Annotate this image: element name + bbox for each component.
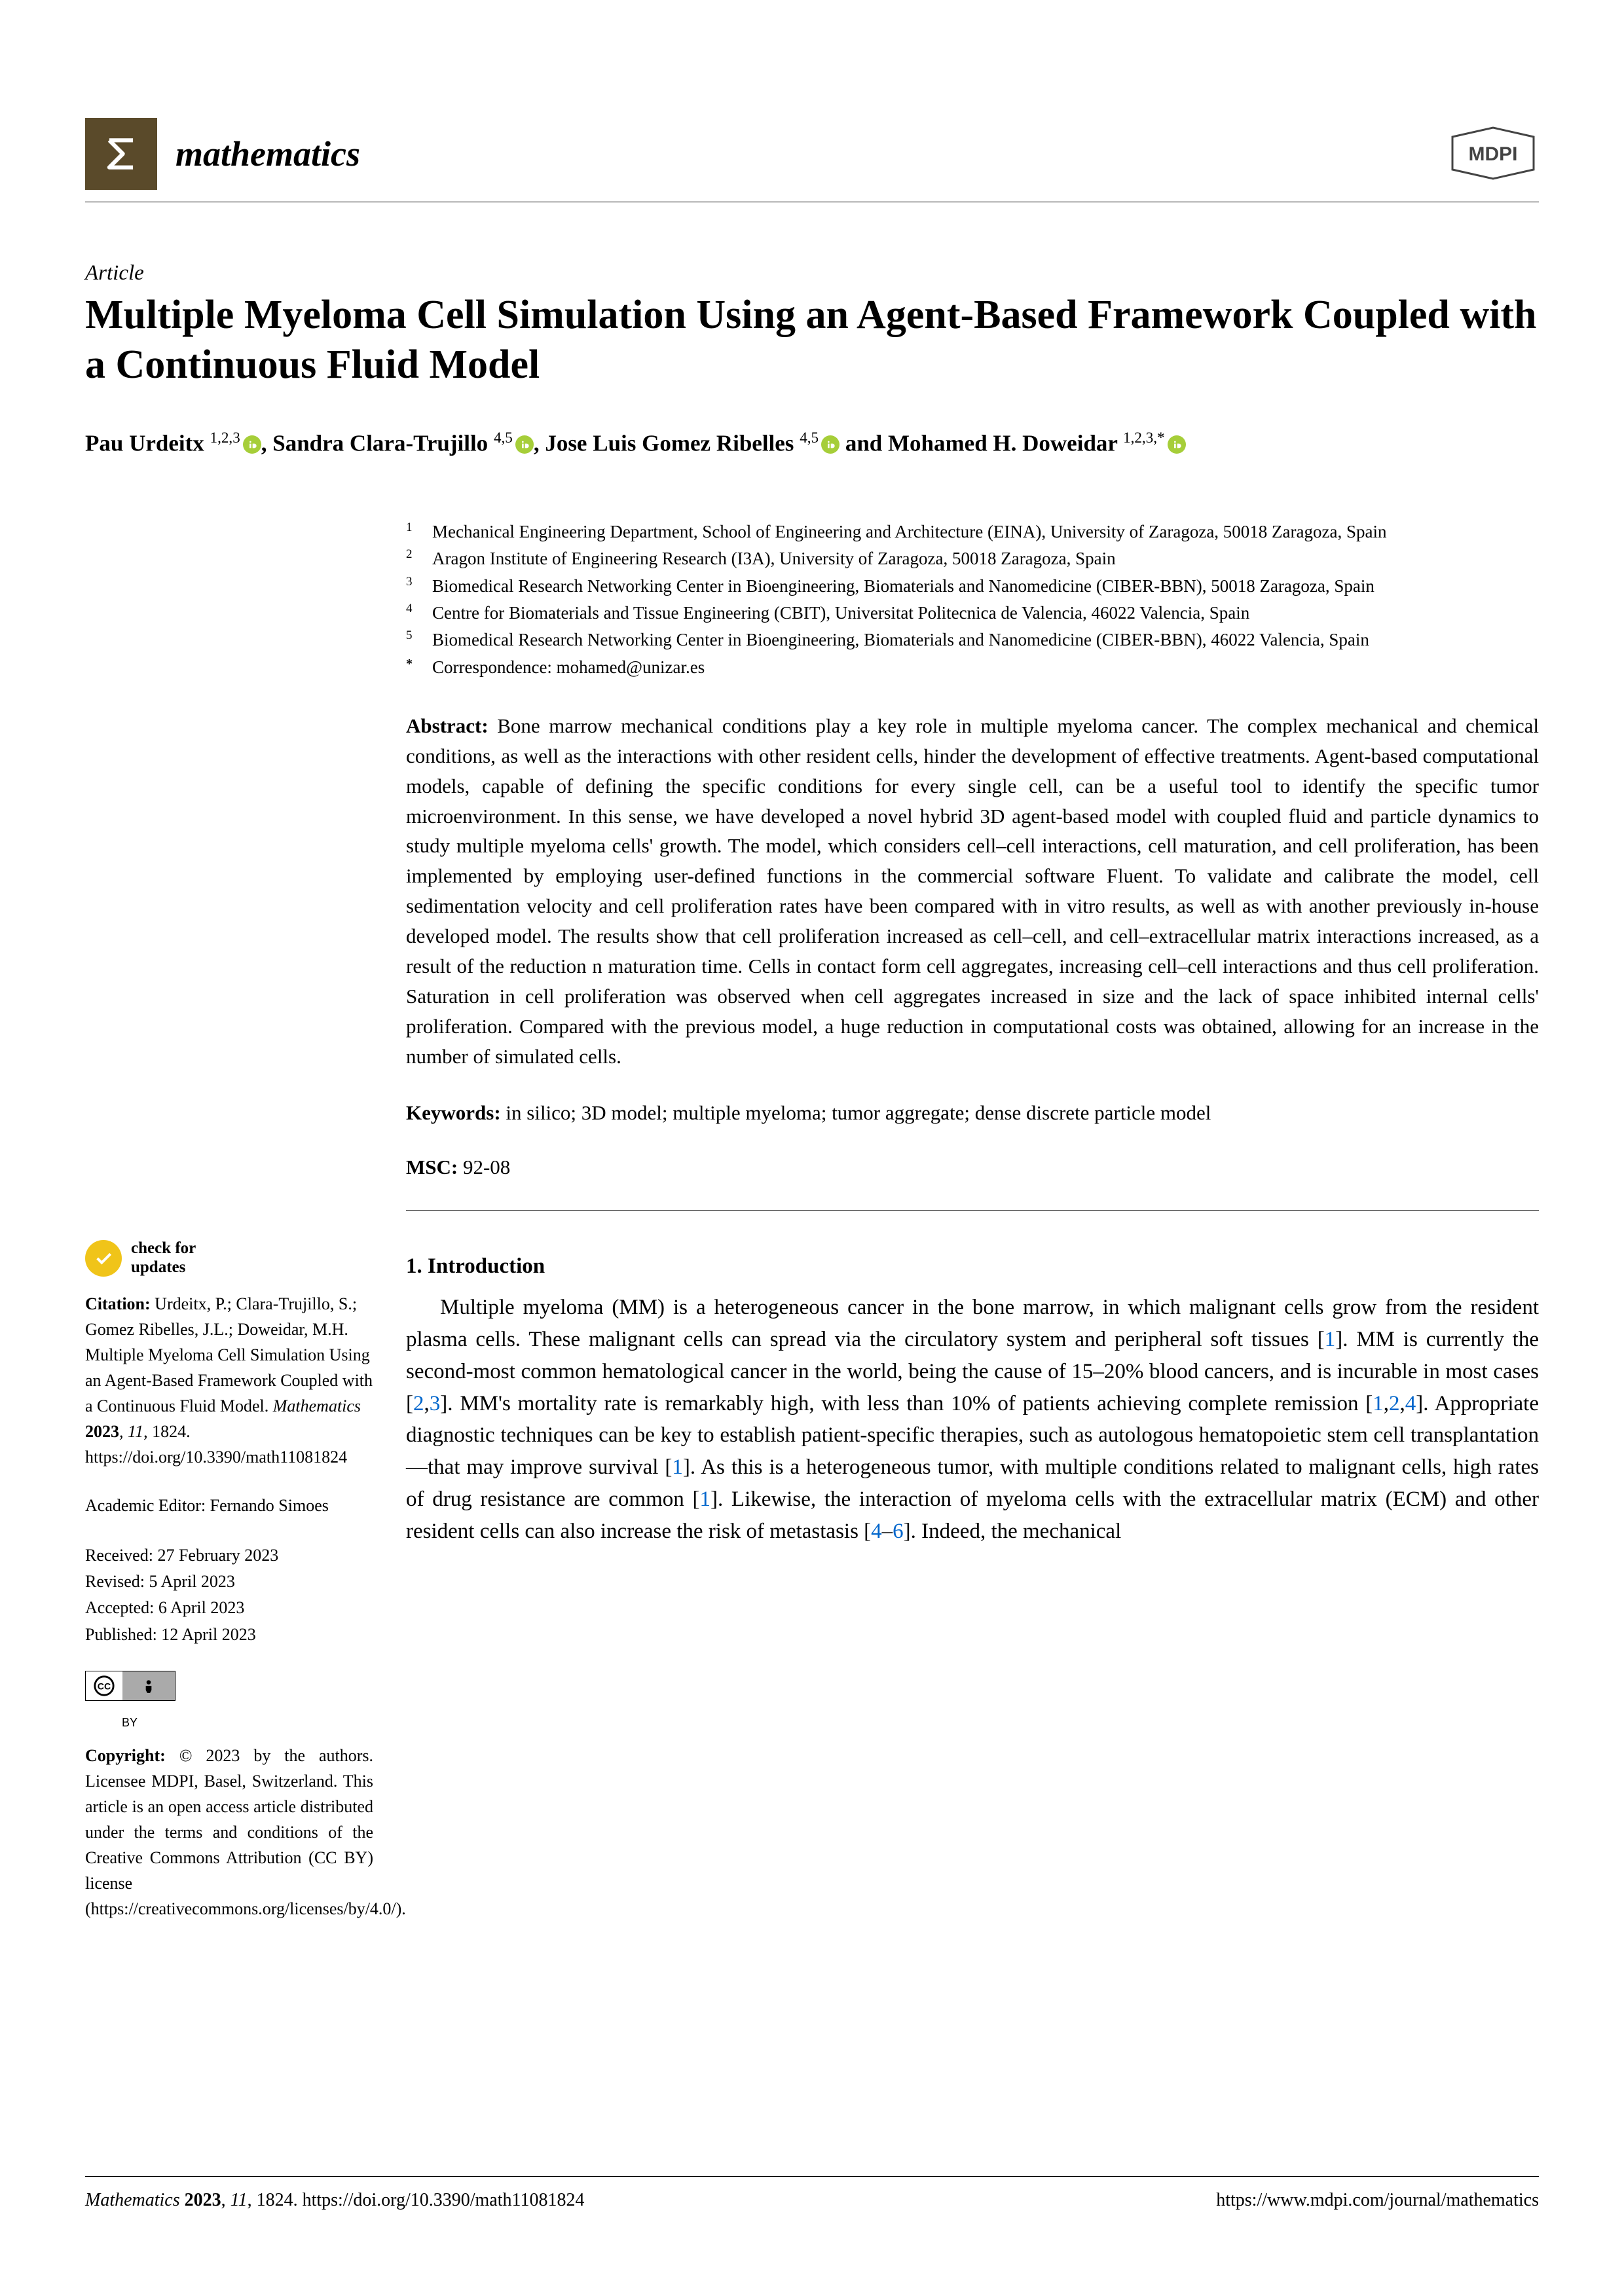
ref-link[interactable]: 1: [672, 1455, 683, 1479]
svg-text:CC: CC: [98, 1682, 111, 1692]
comma: ,: [1400, 1392, 1405, 1415]
check-icon: [85, 1240, 122, 1277]
by-icon: [122, 1671, 175, 1700]
aff-num-2: 2: [406, 547, 413, 561]
ref-link[interactable]: 6: [893, 1520, 904, 1543]
ref-link[interactable]: 2: [413, 1392, 424, 1415]
ref-link[interactable]: 1: [699, 1487, 710, 1511]
footer-journal: Mathematics: [85, 2190, 185, 2210]
aff-text-5: Biomedical Research Networking Center in…: [432, 627, 1539, 652]
aff-num-corr: *: [406, 657, 413, 671]
aff-num-5: 5: [406, 629, 413, 642]
keywords: Keywords: in silico; 3D model; multiple …: [406, 1099, 1539, 1128]
citation-label: Citation:: [85, 1294, 155, 1313]
author-3: Jose Luis Gomez Ribelles: [545, 431, 800, 456]
section-1-title: 1. Introduction: [406, 1251, 1539, 1283]
orcid-icon[interactable]: [515, 435, 534, 454]
journal-name: mathematics: [175, 134, 360, 174]
date-revised: Revised: 5 April 2023: [85, 1569, 373, 1595]
date-received: Received: 27 February 2023: [85, 1542, 373, 1569]
abstract: Abstract: Bone marrow mechanical conditi…: [406, 711, 1539, 1072]
author-1: Pau Urdeitx: [85, 431, 210, 456]
check-line2: updates: [131, 1258, 185, 1276]
date-accepted: Accepted: 6 April 2023: [85, 1595, 373, 1621]
abstract-text: Bone marrow mechanical conditions play a…: [406, 714, 1539, 1068]
aff-text-3: Biomedical Research Networking Center in…: [432, 574, 1539, 598]
abstract-label: Abstract:: [406, 714, 497, 737]
journal-brand: mathematics: [85, 118, 360, 190]
msc-text: 92-08: [463, 1156, 510, 1178]
copyright-label: Copyright:: [85, 1746, 179, 1765]
ref-link[interactable]: 1: [1325, 1328, 1336, 1351]
editor-name: Fernando Simoes: [210, 1496, 329, 1515]
aff-num-3: 3: [406, 575, 413, 589]
mdpi-logo-icon: MDPI: [1447, 124, 1539, 185]
ref-link[interactable]: 4: [871, 1520, 882, 1543]
citation-journal: Mathematics: [273, 1396, 361, 1415]
orcid-icon[interactable]: [821, 435, 840, 454]
article-title: Multiple Myeloma Cell Simulation Using a…: [85, 291, 1539, 390]
footer-left: Mathematics 2023, 11, 1824. https://doi.…: [85, 2190, 584, 2211]
sidebar: check for updates Citation: Urdeitx, P.;…: [85, 519, 406, 1922]
keywords-text: in silico; 3D model; multiple myeloma; t…: [506, 1101, 1211, 1124]
citation-year: 2023: [85, 1422, 119, 1441]
cc-icon: CC: [86, 1671, 122, 1700]
aff-text-corr: Correspondence: mohamed@unizar.es: [432, 655, 1539, 680]
citation-vol: , 11: [119, 1422, 143, 1441]
page-header: mathematics MDPI: [85, 118, 1539, 202]
ref-link[interactable]: 2: [1389, 1392, 1400, 1415]
editor-label: Academic Editor:: [85, 1496, 210, 1515]
main-content: 1 Mechanical Engineering Department, Scho…: [406, 519, 1539, 1548]
aff-num-1: 1: [406, 520, 413, 534]
check-line1: check for: [131, 1239, 196, 1257]
dash: –: [882, 1520, 893, 1543]
footer-right[interactable]: https://www.mdpi.com/journal/mathematics: [1216, 2190, 1539, 2211]
comma: ,: [424, 1392, 430, 1415]
footer-year: 2023: [185, 2190, 221, 2210]
affiliations: 1 Mechanical Engineering Department, Scho…: [406, 519, 1539, 680]
sigma-icon: [85, 118, 157, 190]
aff-text-1: Mechanical Engineering Department, Schoo…: [432, 519, 1539, 544]
comma: ,: [1384, 1392, 1389, 1415]
p1g: ]. Indeed, the mechanical: [904, 1520, 1122, 1543]
msc: MSC: 92-08: [406, 1153, 1539, 1182]
by-label: BY: [85, 1714, 174, 1731]
author-4: Mohamed H. Doweidar: [888, 431, 1123, 456]
check-updates-badge[interactable]: check for updates: [85, 1239, 373, 1277]
orcid-icon[interactable]: [1168, 435, 1186, 454]
aff-num-4: 4: [406, 602, 413, 615]
dates-block: Received: 27 February 2023 Revised: 5 Ap…: [85, 1542, 373, 1648]
cc-by-badge[interactable]: CC: [85, 1671, 175, 1701]
ref-link[interactable]: 3: [430, 1392, 441, 1415]
footer-rest: , 11, 1824. https://doi.org/10.3390/math…: [221, 2190, 585, 2210]
svg-text:MDPI: MDPI: [1469, 143, 1518, 165]
keywords-label: Keywords:: [406, 1101, 506, 1124]
editor-block: Academic Editor: Fernando Simoes: [85, 1493, 373, 1519]
authors-line: Pau Urdeitx 1,2,3, Sandra Clara-Trujillo…: [85, 429, 1539, 457]
article-type: Article: [85, 261, 1539, 285]
author-1-aff: 1,2,3: [210, 429, 240, 446]
author-3-aff: 4,5: [800, 429, 819, 446]
ref-link[interactable]: 4: [1405, 1392, 1416, 1415]
orcid-icon[interactable]: [243, 435, 261, 454]
p1c: ]. MM's mortality rate is remarkably hig…: [440, 1392, 1373, 1415]
check-updates-text: check for updates: [131, 1239, 196, 1277]
date-published: Published: 12 April 2023: [85, 1622, 373, 1648]
author-2-aff: 4,5: [494, 429, 513, 446]
copyright-block: Copyright: © 2023 by the authors. Licens…: [85, 1743, 373, 1922]
ref-link[interactable]: 1: [1373, 1392, 1384, 1415]
section-divider: [406, 1210, 1539, 1211]
author-2: Sandra Clara-Trujillo: [272, 431, 494, 456]
msc-label: MSC:: [406, 1156, 463, 1178]
aff-text-2: Aragon Institute of Engineering Research…: [432, 546, 1539, 571]
page-footer: Mathematics 2023, 11, 1824. https://doi.…: [85, 2176, 1539, 2211]
copyright-text: © 2023 by the authors. Licensee MDPI, Ba…: [85, 1746, 406, 1918]
author-4-aff: 1,2,3,: [1123, 429, 1157, 446]
citation-block: Citation: Urdeitx, P.; Clara-Trujillo, S…: [85, 1291, 373, 1470]
aff-text-4: Centre for Biomaterials and Tissue Engin…: [432, 600, 1539, 625]
section-1-body: Multiple myeloma (MM) is a heterogeneous…: [406, 1292, 1539, 1548]
